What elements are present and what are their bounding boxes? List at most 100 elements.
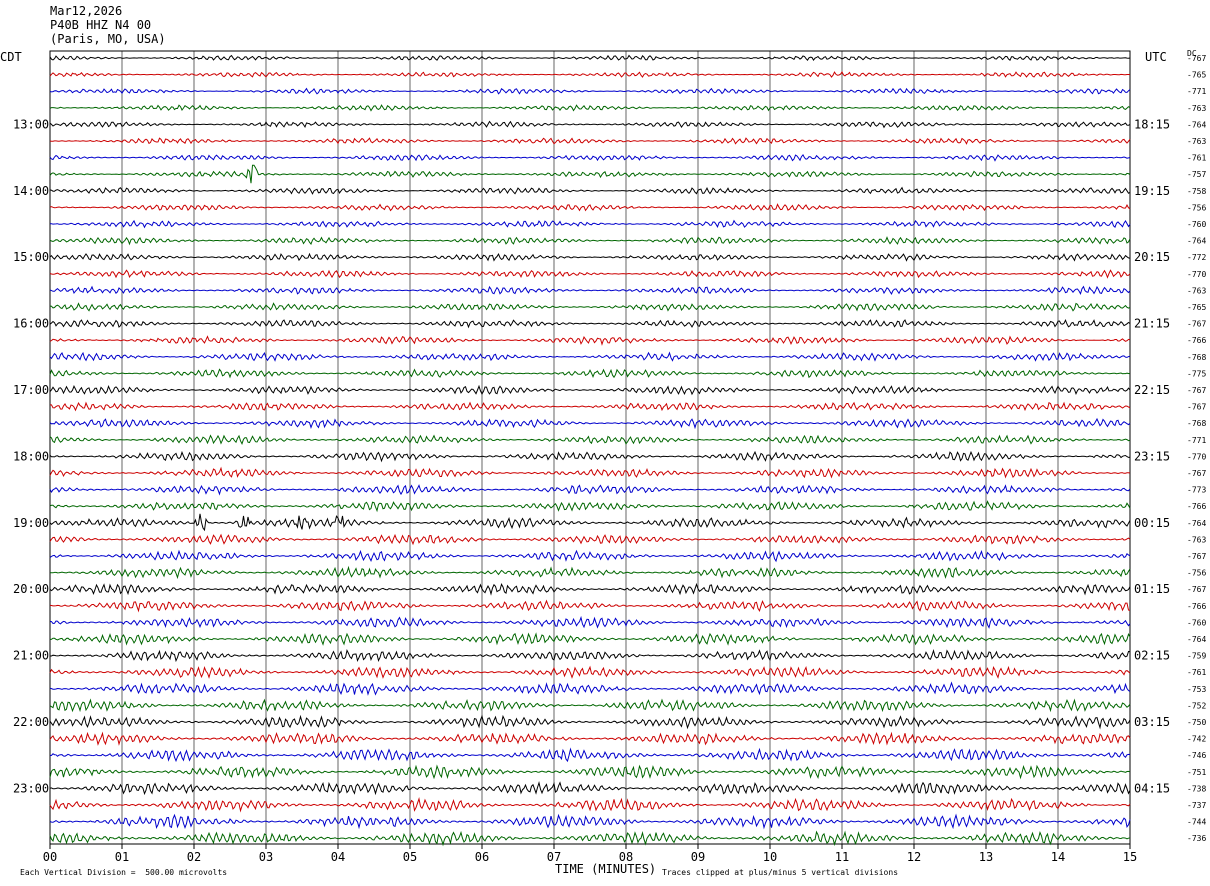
dc-offset-label: -765 — [1187, 71, 1206, 80]
x-tick-label: 15 — [1123, 850, 1137, 864]
dc-offset-label: -768 — [1187, 353, 1206, 362]
trace-29 — [49, 533, 1131, 546]
trace-28 — [49, 513, 1131, 532]
trace-17 — [49, 335, 1131, 346]
x-tick-label: 12 — [907, 850, 921, 864]
right-hour-label: 04:15 — [1134, 781, 1170, 795]
dc-offset-label: -763 — [1187, 137, 1206, 146]
dc-offset-label: -763 — [1187, 286, 1206, 295]
plot-frame — [49, 50, 1131, 845]
dc-label: DC — [1187, 49, 1197, 58]
x-tick-label: 03 — [259, 850, 273, 864]
left-hour-label: 17:00 — [13, 383, 49, 397]
trace-40 — [49, 714, 1131, 730]
trace-2 — [49, 87, 1131, 95]
left-timezone-label: CDT — [0, 50, 22, 64]
left-hour-label: 14:00 — [13, 184, 49, 198]
clipping-note: Traces clipped at plus/minus 5 vertical … — [662, 868, 899, 877]
trace-20 — [49, 384, 1131, 396]
left-hour-label: 13:00 — [13, 117, 49, 131]
left-hour-label: 21:00 — [13, 649, 49, 663]
dc-offset-label: -750 — [1187, 718, 1206, 727]
right-hour-label: 19:15 — [1134, 184, 1170, 198]
x-tick-label: 05 — [403, 850, 417, 864]
trace-32 — [49, 582, 1131, 596]
x-axis-title: TIME (MINUTES) — [555, 862, 657, 876]
trace-25 — [49, 466, 1131, 479]
trace-24 — [49, 450, 1131, 463]
dc-offset-label: -770 — [1187, 452, 1206, 461]
x-tick-label: 14 — [1051, 850, 1065, 864]
left-hour-label: 22:00 — [13, 715, 49, 729]
trace-37 — [49, 665, 1131, 679]
left-hour-label: 20:00 — [13, 582, 49, 596]
x-tick-label: 08 — [619, 850, 633, 864]
right-hour-label: 01:15 — [1134, 582, 1170, 596]
dc-offset-label: -763 — [1187, 535, 1206, 544]
trace-11 — [49, 236, 1131, 246]
trace-31 — [49, 565, 1131, 580]
dc-offset-label: -767 — [1187, 469, 1206, 478]
dc-offset-label: -767 — [1187, 386, 1206, 395]
trace-4 — [49, 120, 1131, 129]
trace-7 — [49, 164, 1131, 184]
left-hour-label: 19:00 — [13, 516, 49, 530]
dc-offset-label: -766 — [1187, 502, 1206, 511]
trace-1 — [49, 71, 1131, 78]
right-hour-label: 21:15 — [1134, 317, 1170, 331]
trace-33 — [49, 599, 1131, 613]
x-tick-label: 00 — [43, 850, 57, 864]
x-tick-label: 04 — [331, 850, 345, 864]
trace-36 — [50, 649, 1131, 663]
dc-offset-label: -772 — [1187, 253, 1206, 262]
dc-offset-label: -756 — [1187, 203, 1206, 212]
dc-offset-label: -742 — [1187, 735, 1206, 744]
dc-offset-label: -752 — [1187, 701, 1206, 710]
dc-offset-label: -770 — [1187, 270, 1206, 279]
right-hour-label: 18:15 — [1134, 117, 1170, 131]
x-tick-label: 01 — [115, 850, 129, 864]
x-tick-label: 02 — [187, 850, 201, 864]
right-hour-label: 02:15 — [1134, 649, 1170, 663]
trace-27 — [49, 500, 1131, 513]
trace-9 — [49, 203, 1131, 212]
right-hour-label: 00:15 — [1134, 516, 1170, 530]
dc-offset-label: -756 — [1187, 569, 1206, 578]
right-hour-label: 03:15 — [1134, 715, 1170, 729]
x-tick-label: 06 — [475, 850, 489, 864]
dc-offset-label: -764 — [1187, 237, 1206, 246]
station-location: (Paris, MO, USA) — [50, 32, 166, 46]
dc-offset-label: -767 — [1187, 403, 1206, 412]
x-tick-label: 09 — [691, 850, 705, 864]
dc-offset-label: -761 — [1187, 154, 1206, 163]
left-hour-label: 18:00 — [13, 449, 49, 463]
trace-19 — [49, 368, 1131, 379]
dc-offset-label: -759 — [1187, 652, 1206, 661]
dc-offset-label: -771 — [1187, 87, 1206, 96]
trace-23 — [49, 434, 1131, 445]
trace-21 — [50, 401, 1131, 412]
trace-46 — [49, 813, 1131, 830]
left-hour-label: 16:00 — [13, 317, 49, 331]
trace-26 — [49, 484, 1131, 496]
x-tick-label: 13 — [979, 850, 993, 864]
trace-14 — [49, 285, 1131, 295]
trace-30 — [49, 549, 1131, 563]
x-tick-label: 11 — [835, 850, 849, 864]
vertical-division-note: Each Vertical Division = 500.00 microvol… — [20, 868, 228, 877]
x-tick-label: 10 — [763, 850, 777, 864]
trace-43 — [49, 764, 1131, 780]
trace-3 — [49, 104, 1131, 112]
station-code: P40B HHZ N4 00 — [50, 18, 152, 32]
trace-45 — [49, 797, 1131, 813]
dc-offset-label: -758 — [1187, 187, 1206, 196]
trace-6 — [49, 154, 1131, 162]
trace-13 — [49, 269, 1131, 279]
trace-5 — [49, 137, 1131, 145]
dc-offset-label: -738 — [1187, 784, 1206, 793]
trace-44 — [49, 781, 1131, 796]
dc-offset-label: -736 — [1187, 834, 1206, 843]
trace-15 — [49, 302, 1131, 312]
dc-offset-label: -773 — [1187, 486, 1206, 495]
